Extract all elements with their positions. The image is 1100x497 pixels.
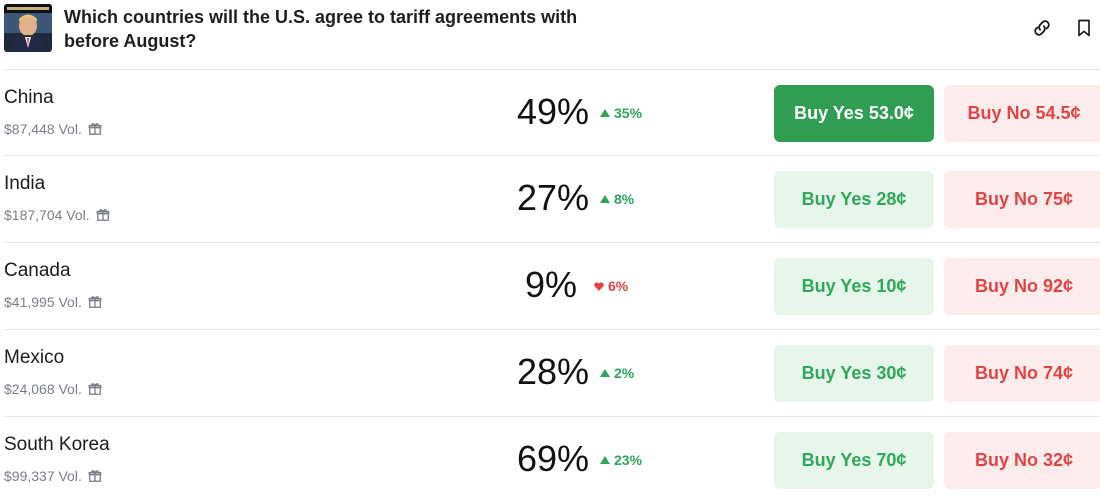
outcome-probability: 69% (516, 438, 589, 479)
triangle-up-icon (600, 456, 610, 464)
buy-yes-button[interactable]: Buy Yes 53.0¢ (774, 85, 934, 142)
volume-text: $187,704 Vol. (4, 207, 90, 223)
outcome-volume: $187,704 Vol. (4, 206, 110, 224)
change-value: 35% (614, 105, 643, 121)
outcome-row: China $87,448 Vol. 49% 35% Buy Yes 53.0¢… (4, 69, 1100, 155)
buy-no-button[interactable]: Buy No 75¢ (944, 171, 1100, 228)
buy-no-button[interactable]: Buy No 92¢ (944, 258, 1100, 315)
outcome-volume: $41,995 Vol. (4, 293, 102, 311)
buy-no-button[interactable]: Buy No 54.5¢ (944, 85, 1100, 142)
triangle-up-icon (600, 109, 610, 117)
outcome-name: South Korea (4, 434, 110, 455)
market-title: Which countries will the U.S. agree to t… (64, 7, 578, 51)
outcome-name: Canada (4, 260, 71, 281)
probability-change: 2% (600, 364, 634, 382)
outcome-row: India $187,704 Vol. 27% 8% Buy Yes 28¢ B… (4, 155, 1100, 242)
outcome-name: India (4, 173, 46, 194)
triangle-up-icon (600, 369, 610, 377)
bookmark-icon[interactable] (1072, 16, 1096, 40)
outcome-name: China (4, 87, 54, 108)
change-value: 6% (608, 278, 629, 294)
buy-yes-button[interactable]: Buy Yes 28¢ (774, 171, 934, 228)
heart-down-icon (594, 281, 604, 291)
link-icon[interactable] (1030, 16, 1054, 40)
gift-icon[interactable] (88, 469, 102, 483)
outcome-probability: 28% (516, 351, 589, 392)
gift-icon[interactable] (88, 295, 102, 309)
outcome-list: China $87,448 Vol. 49% 35% Buy Yes 53.0¢… (4, 69, 1100, 497)
volume-text: $99,337 Vol. (4, 468, 82, 484)
gift-icon[interactable] (88, 122, 102, 136)
triangle-up-icon (600, 195, 610, 203)
volume-text: $41,995 Vol. (4, 294, 82, 310)
outcome-volume: $99,337 Vol. (4, 467, 102, 485)
outcome-probability: 27% (516, 177, 589, 218)
outcome-name: Mexico (4, 347, 65, 368)
change-value: 8% (614, 191, 635, 207)
outcome-row: Canada $41,995 Vol. 9% 6% Buy Yes 10¢ Bu… (4, 242, 1100, 329)
probability-change: 8% (600, 190, 634, 208)
market-thumbnail[interactable] (4, 4, 52, 52)
buy-no-button[interactable]: Buy No 74¢ (944, 345, 1100, 402)
outcome-volume: $87,448 Vol. (4, 120, 102, 138)
outcome-probability: 49% (516, 91, 589, 132)
volume-text: $87,448 Vol. (4, 121, 82, 137)
probability-change: 35% (600, 104, 642, 122)
change-value: 23% (614, 452, 643, 468)
buy-yes-button[interactable]: Buy Yes 10¢ (774, 258, 934, 315)
outcome-probability: 9% (524, 264, 577, 305)
gift-icon[interactable] (88, 382, 102, 396)
gift-icon[interactable] (96, 208, 110, 222)
probability-change: 6% (594, 277, 628, 295)
volume-text: $24,068 Vol. (4, 381, 82, 397)
outcome-volume: $24,068 Vol. (4, 380, 102, 398)
buy-yes-button[interactable]: Buy Yes 30¢ (774, 345, 934, 402)
buy-no-button[interactable]: Buy No 32¢ (944, 432, 1100, 489)
outcome-row: South Korea $99,337 Vol. 69% 23% Buy Yes… (4, 416, 1100, 497)
change-value: 2% (614, 365, 635, 381)
market-header: Which countries will the U.S. agree to t… (0, 0, 1100, 70)
probability-change: 23% (600, 451, 642, 469)
buy-yes-button[interactable]: Buy Yes 70¢ (774, 432, 934, 489)
outcome-row: Mexico $24,068 Vol. 28% 2% Buy Yes 30¢ B… (4, 329, 1100, 416)
